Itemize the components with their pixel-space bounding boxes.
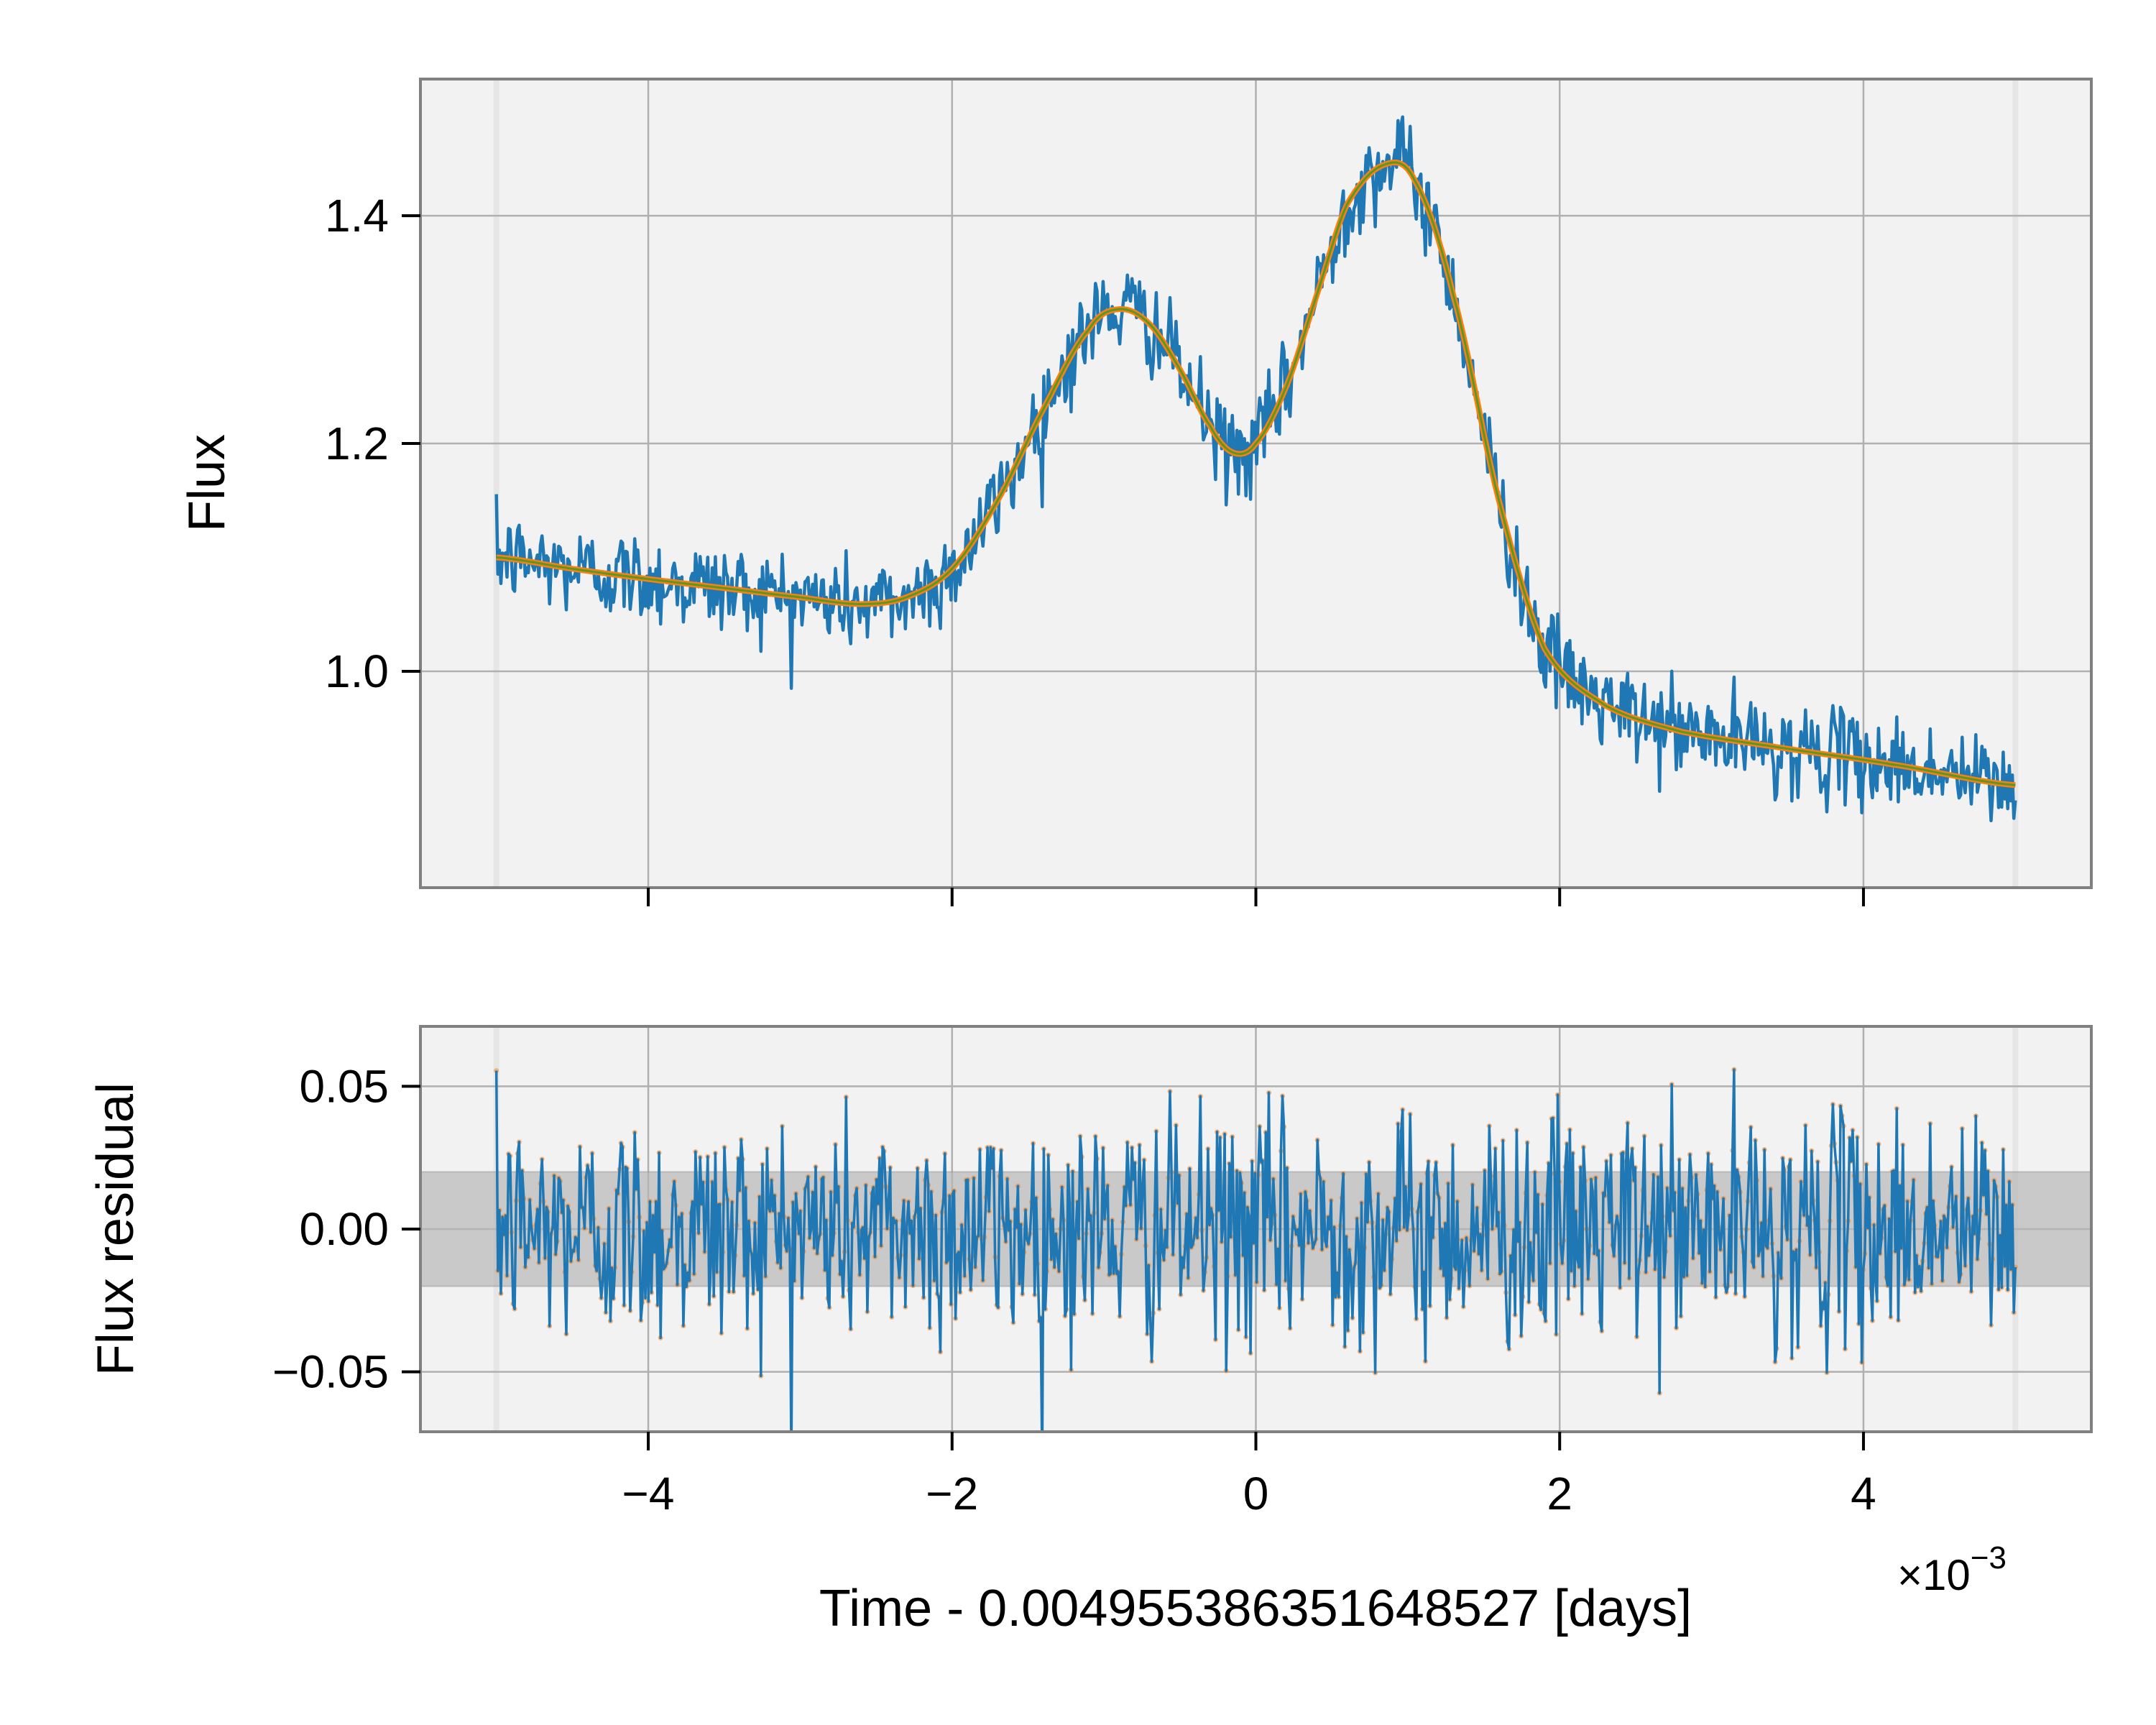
residual-x-tick-label-2: 0 <box>1243 1468 1269 1519</box>
residual-ticks: −4 −2 0 2 4 0.05 0.00 −0.05 <box>272 1060 1876 1519</box>
flux-model-inner-series <box>496 161 2016 786</box>
residual-y-tick-label-1: 0.00 <box>299 1203 389 1255</box>
x-offset-base: ×10 <box>1897 1551 1971 1599</box>
x-offset-text: ×10−3 <box>1897 1540 2007 1599</box>
edge-band-0 <box>493 79 499 888</box>
flux-ticks: 1.0 1.2 1.4 <box>325 190 1865 906</box>
residual-x-tick-label-0: −4 <box>622 1468 675 1519</box>
residual-plot-area <box>420 1067 2091 1432</box>
residual-y-axis-label: Flux residual <box>87 1082 144 1376</box>
residual-x-tick-label-3: 2 <box>1547 1468 1572 1519</box>
flux-edge-bands <box>493 79 2019 888</box>
flux-y-tick-label-0: 1.0 <box>325 645 389 697</box>
residual-x-tick-label-4: 4 <box>1851 1468 1876 1519</box>
residual-y-tick-label-0: 0.05 <box>299 1060 389 1112</box>
edge-band-1 <box>2012 79 2019 888</box>
x-offset-exponent: −3 <box>1971 1540 2007 1576</box>
residual-panel: −4 −2 0 2 4 0.05 0.00 −0.05 Flux residual Time … <box>87 1025 2093 1637</box>
residual-x-axis-label: Time - 0.004955386351648527 [days] <box>819 1580 1692 1637</box>
flux-y-tick-label-1: 1.2 <box>325 418 389 469</box>
residual-x-tick-label-1: −2 <box>926 1468 978 1519</box>
flux-plot-area <box>494 115 2017 823</box>
flux-panel: 1.0 1.2 1.4 Flux <box>178 78 2093 906</box>
residual-y-tick-label-2: −0.05 <box>272 1346 389 1398</box>
flux-y-tick-label-2: 1.4 <box>325 190 389 242</box>
flux-y-axis-label: Flux <box>178 434 236 532</box>
residual-series <box>494 1068 2017 1432</box>
